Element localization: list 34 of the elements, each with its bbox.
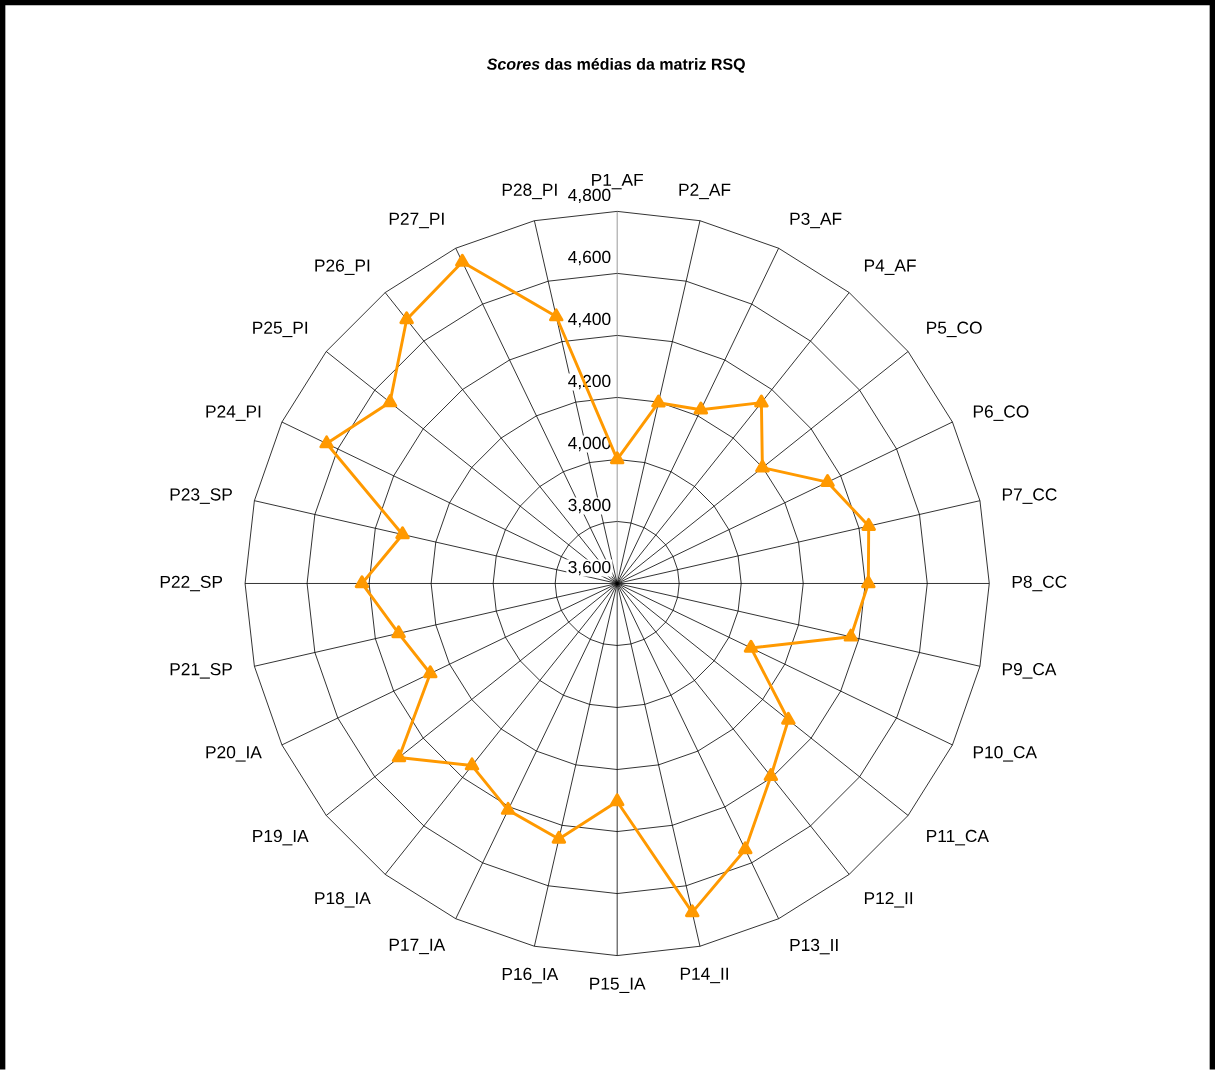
spoke-label: P9_CA <box>1002 662 1057 679</box>
spoke-label: P14_II <box>680 967 728 984</box>
spoke-label: P8_CC <box>1012 575 1067 592</box>
chart-title: Scores das médias da matriz RSQ <box>486 57 745 73</box>
spoke-label: P15_IA <box>590 977 646 993</box>
spoke-label: P16_IA <box>502 967 559 984</box>
y-tick-label: 4,800 <box>568 188 611 203</box>
spoke-label: P7_CC <box>1002 488 1057 504</box>
spoke-label: P11_CA <box>927 829 989 846</box>
spoke-label: P19_IA <box>253 829 309 846</box>
spoke-label: P13_II <box>790 938 838 955</box>
spoke-label: P21_SP <box>170 662 232 679</box>
spoke-label: P10_CA <box>973 745 1037 762</box>
spoke-label: P3_AF <box>790 212 842 229</box>
spoke-label: P28_PI <box>502 183 557 200</box>
spoke-label: P17_IA <box>389 938 446 955</box>
y-tick-label: 3,800 <box>568 498 611 514</box>
spoke-label: P23_SP <box>170 488 232 504</box>
spoke-label: P12_II <box>864 891 913 908</box>
spoke-label: P24_PI <box>206 405 261 421</box>
y-tick-label: 4,400 <box>568 312 611 327</box>
spoke-label: P18_IA <box>315 891 371 908</box>
spoke-label: P4_AF <box>864 259 916 275</box>
spoke-label: P6_CO <box>973 405 1029 421</box>
spoke-label: P22_SP <box>160 575 223 592</box>
y-tick-label: 3,600 <box>568 560 611 576</box>
y-tick-label: 4,600 <box>568 250 611 265</box>
spoke-label: P25_PI <box>253 321 308 337</box>
spoke-label: P2_AF <box>679 183 731 200</box>
spoke-label: P27_PI <box>389 212 444 229</box>
spoke-label: P1_AF <box>592 173 643 190</box>
spoke-label: P20_IA <box>206 745 262 762</box>
spoke-label: P5_CO <box>927 321 982 337</box>
spoke-label: P26_PI <box>315 259 370 275</box>
